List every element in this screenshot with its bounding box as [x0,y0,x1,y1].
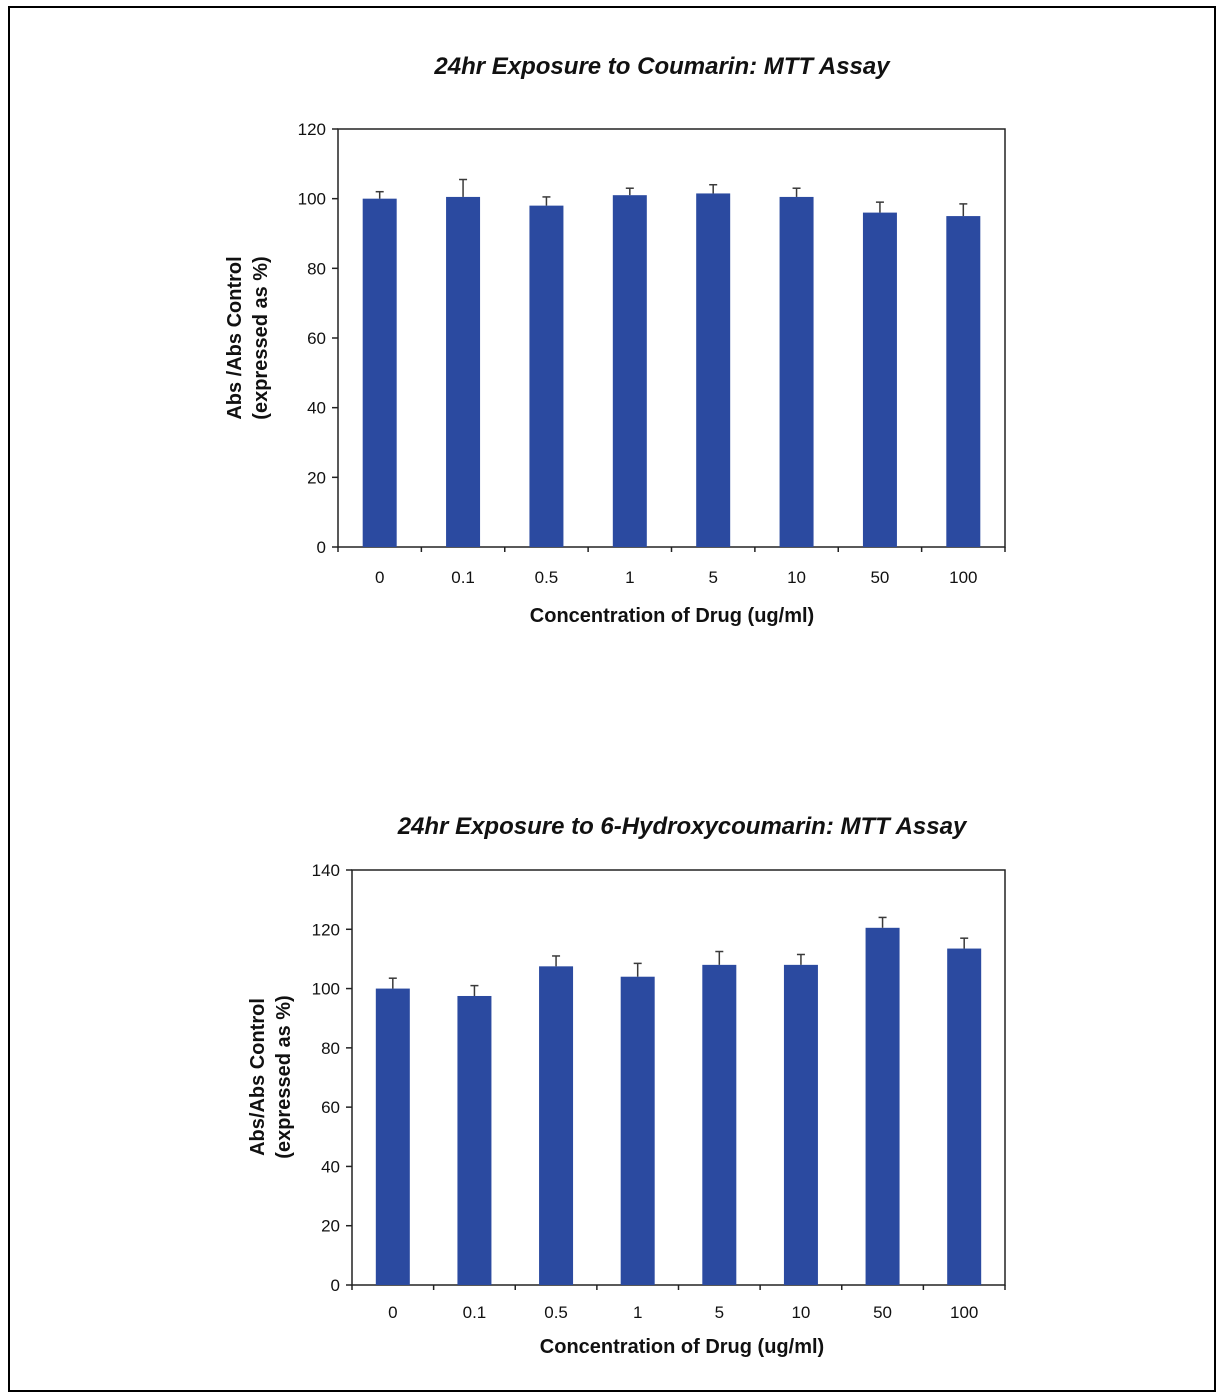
bar [375,988,410,1285]
bar [539,966,574,1285]
bar [612,195,647,547]
bar [457,995,492,1285]
bar [529,205,564,547]
chart-title: 24hr Exposure to Coumarin: MTT Assay [433,53,891,80]
y-tick-label: 20 [321,1217,340,1236]
bar [862,212,897,547]
x-tick-label: 1 [625,568,634,587]
y-axis: 0 20 40 60 80 100 120 140 [312,861,352,1295]
x-tick-label: 10 [787,568,806,587]
y-axis-label-line1: Abs/Abs Control [247,998,269,1156]
bar [947,948,982,1285]
bar-group [375,916,982,1285]
y-tick-label: 100 [298,190,326,209]
plot-area [337,128,1006,548]
y-axis-label: Abs/Abs Control (expressed as %) [247,995,295,1158]
x-tick-label: 50 [870,568,889,587]
x-tick-label: 10 [791,1303,810,1322]
y-tick-label: 40 [307,399,326,418]
x-tick-label: 0 [375,568,384,587]
y-tick-label: 40 [321,1157,340,1176]
bar [362,198,397,547]
y-tick-label: 60 [307,329,326,348]
y-tick-label: 0 [317,538,326,557]
x-tick-label: 0.5 [544,1303,568,1322]
y-axis-label-line2: (expressed as %) [250,256,272,419]
y-tick-label: 80 [307,259,326,278]
x-tick-label: 5 [708,568,717,587]
y-axis-label-line1: Abs /Abs Control [224,256,246,419]
y-axis-label: Abs /Abs Control (expressed as %) [224,256,272,419]
x-axis: 0 0.1 0.5 1 5 10 50 100 [351,1285,1006,1322]
bar [696,193,731,548]
x-axis-label: Concentration of Drug (ug/ml) [540,1336,824,1358]
bar [446,196,481,548]
x-axis: 0 0.1 0.5 1 5 10 50 100 [337,547,1006,587]
y-tick-label: 120 [298,120,326,139]
y-axis: 0 20 40 60 80 100 120 [298,120,338,557]
bar [702,964,737,1285]
x-tick-label: 100 [949,568,977,587]
x-tick-label: 1 [633,1303,642,1322]
bar [783,964,818,1285]
y-tick-label: 140 [312,861,340,880]
x-tick-label: 0.1 [451,568,475,587]
y-axis-label-line2: (expressed as %) [273,995,295,1158]
y-tick-label: 60 [321,1098,340,1117]
x-tick-label: 5 [715,1303,724,1322]
x-axis-label: Concentration of Drug (ug/ml) [530,605,814,627]
y-tick-label: 20 [307,468,326,487]
bar [946,216,981,548]
bar [620,976,655,1285]
x-tick-label: 50 [873,1303,892,1322]
chart-6-hydroxycoumarin: 24hr Exposure to 6-Hydroxycoumarin: MTT … [247,813,1006,1358]
y-tick-label: 80 [321,1039,340,1058]
y-tick-label: 0 [331,1276,340,1295]
x-tick-label: 0.1 [463,1303,487,1322]
y-tick-label: 100 [312,980,340,999]
x-tick-label: 100 [950,1303,978,1322]
chart-coumarin: 24hr Exposure to Coumarin: MTT Assay 0 20… [224,53,1006,627]
bar [779,196,814,548]
chart-title: 24hr Exposure to 6-Hydroxycoumarin: MTT … [397,813,968,840]
x-tick-label: 0 [388,1303,397,1322]
x-tick-label: 0.5 [535,568,559,587]
bar-group [362,178,981,548]
plot-area [351,869,1006,1286]
y-tick-label: 120 [312,920,340,939]
bar [865,927,900,1285]
